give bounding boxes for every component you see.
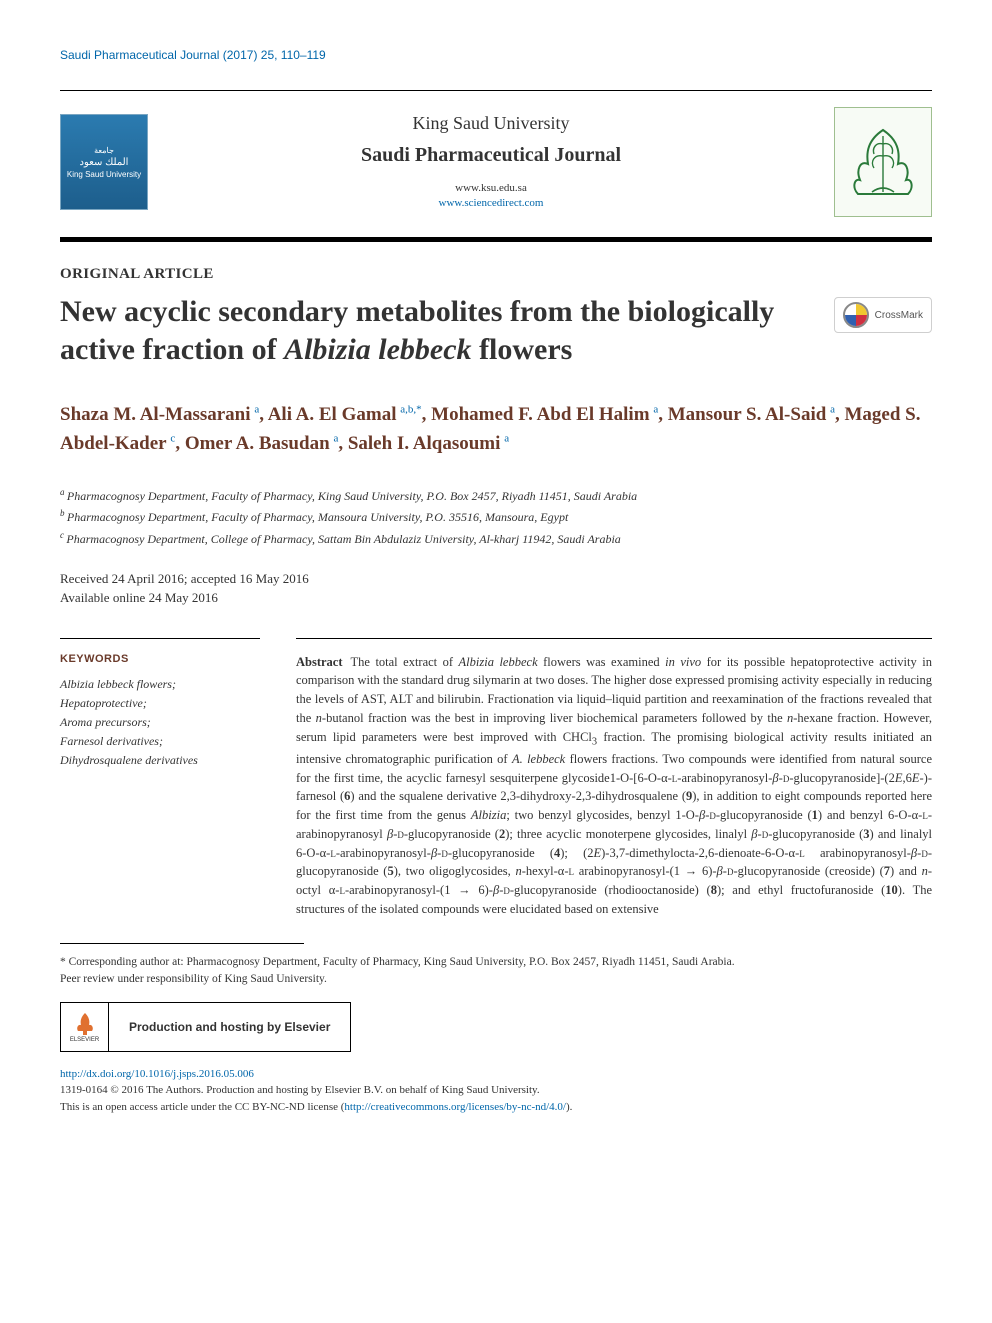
history-received: Received 24 April 2016; accepted 16 May … <box>60 570 932 589</box>
copyright-block: 1319-0164 © 2016 The Authors. Production… <box>60 1082 932 1115</box>
peer-review-note: Peer review under responsibility of King… <box>60 971 932 988</box>
keywords-list: Albizia lebbeck flowers;Hepatoprotective… <box>60 675 260 771</box>
logo-text-top: جامعة <box>94 146 114 155</box>
abstract-heading: Abstract <box>296 655 343 669</box>
keyword: Albizia lebbeck flowers; <box>60 675 260 694</box>
author-affil-ref[interactable]: a <box>333 433 338 445</box>
article-type: ORIGINAL ARTICLE <box>60 266 932 283</box>
journal-url-2[interactable]: www.sciencedirect.com <box>439 197 544 209</box>
keyword: Aroma precursors; <box>60 713 260 732</box>
logo-text-mid: الملك سعود <box>80 157 129 168</box>
author-affil-ref[interactable]: a,b,* <box>400 403 421 415</box>
keyword: Hepatoprotective; <box>60 694 260 713</box>
author-affil-ref[interactable]: c <box>170 433 175 445</box>
author: Mansour S. Al-Said a <box>668 404 835 425</box>
elsevier-tree-icon <box>73 1011 97 1037</box>
footnotes: * Corresponding author at: Pharmacognosy… <box>60 954 932 989</box>
affiliation: a Pharmacognosy Department, Faculty of P… <box>60 485 932 507</box>
university-logo-right <box>834 107 932 217</box>
affiliation-list: a Pharmacognosy Department, Faculty of P… <box>60 485 932 550</box>
crossmark-badge[interactable]: CrossMark <box>834 297 932 333</box>
article-title: New acyclic secondary metabolites from t… <box>60 293 810 370</box>
author-list: Shaza M. Al-Massarani a, Ali A. El Gamal… <box>60 400 932 459</box>
copyright-line-2-post: ). <box>566 1101 572 1113</box>
elsevier-logo: ELSEVIER <box>61 1003 109 1051</box>
affiliation: b Pharmacognosy Department, Faculty of P… <box>60 506 932 528</box>
journal-url-1: www.ksu.edu.sa <box>455 182 527 194</box>
abstract-block: AbstractThe total extract of Albizia leb… <box>296 638 932 919</box>
keyword: Farnesol derivatives; <box>60 732 260 751</box>
doi-link[interactable]: http://dx.doi.org/10.1016/j.jsps.2016.05… <box>60 1068 932 1080</box>
author-affil-ref[interactable]: a <box>254 403 259 415</box>
title-species: Albizia lebbeck <box>284 333 471 366</box>
author: Omer A. Basudan a <box>185 433 339 454</box>
author-affil-ref[interactable]: a <box>830 403 835 415</box>
author: Shaza M. Al-Massarani a <box>60 404 259 425</box>
university-name: King Saud University <box>166 113 816 134</box>
masthead: جامعة الملك سعود King Saud University Ki… <box>60 103 932 227</box>
hosting-text: Production and hosting by Elsevier <box>109 1020 350 1034</box>
author: Ali A. El Gamal a,b,* <box>268 404 422 425</box>
hosting-box: ELSEVIER Production and hosting by Elsev… <box>60 1002 351 1052</box>
title-post: flowers <box>472 333 573 366</box>
copyright-line-1: 1319-0164 © 2016 The Authors. Production… <box>60 1084 540 1096</box>
corresponding-author: * Corresponding author at: Pharmacognosy… <box>60 954 932 971</box>
keywords-block: KEYWORDS Albizia lebbeck flowers;Hepatop… <box>60 638 260 919</box>
author: Saleh I. Alqasoumi a <box>348 433 509 454</box>
logo-text-bot: King Saud University <box>67 170 141 179</box>
copyright-line-2-pre: This is an open access article under the… <box>60 1101 344 1113</box>
author-affil-ref[interactable]: a <box>653 403 658 415</box>
article-history: Received 24 April 2016; accepted 16 May … <box>60 570 932 608</box>
keywords-heading: KEYWORDS <box>60 653 260 665</box>
keyword: Dihydrosqualene derivatives <box>60 751 260 770</box>
crossmark-label: CrossMark <box>875 310 923 321</box>
author: Mohamed F. Abd El Halim a <box>431 404 658 425</box>
rule-top <box>60 90 932 91</box>
history-online: Available online 24 May 2016 <box>60 589 932 608</box>
abstract-text: The total extract of Albizia lebbeck flo… <box>296 655 932 916</box>
journal-name: Saudi Pharmaceutical Journal <box>166 144 816 167</box>
elsevier-label: ELSEVIER <box>70 1037 99 1043</box>
license-link[interactable]: http://creativecommons.org/licenses/by-n… <box>344 1101 566 1113</box>
rule-thick <box>60 237 932 242</box>
running-head: Saudi Pharmaceutical Journal (2017) 25, … <box>60 48 932 62</box>
crossmark-icon <box>843 302 869 328</box>
palm-crest-icon <box>848 122 918 202</box>
affiliation: c Pharmacognosy Department, College of P… <box>60 528 932 550</box>
footnote-rule <box>60 943 304 944</box>
publisher-logo-left: جامعة الملك سعود King Saud University <box>60 114 148 210</box>
author-affil-ref[interactable]: a <box>504 433 509 445</box>
